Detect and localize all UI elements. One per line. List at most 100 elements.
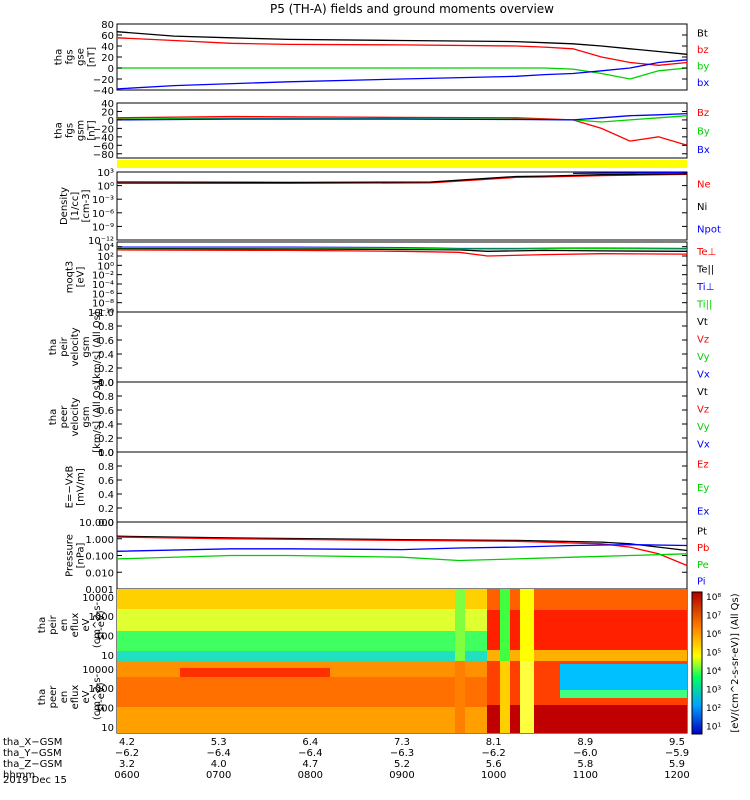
y-tick-label: 40 bbox=[101, 42, 114, 53]
y-tick-label: 0.2 bbox=[98, 364, 114, 375]
y-axis-label: (cm^2-s- bbox=[92, 673, 103, 720]
date-label: 2019 Dec 15 bbox=[3, 775, 67, 786]
y-axis-label: Pressure bbox=[65, 534, 76, 577]
series-line-Ni bbox=[116, 173, 688, 184]
y-axis-label: tha bbox=[54, 49, 65, 65]
x-row-label: tha_Y−GSM bbox=[3, 748, 62, 759]
y-tick-label: 10⁻⁴ bbox=[92, 280, 114, 291]
y-tick-label: 10⁻³ bbox=[92, 195, 114, 206]
legend-entry: Te⊥ bbox=[696, 247, 716, 258]
colorbar-tick-label: 10⁷ bbox=[706, 612, 721, 622]
y-tick-label: 20 bbox=[101, 107, 114, 118]
y-tick-label: 10⁻⁹ bbox=[92, 222, 114, 233]
y-tick-label: −60 bbox=[93, 141, 114, 152]
y-tick-label: 0.8 bbox=[98, 392, 114, 403]
legend-entry: Bx bbox=[697, 145, 710, 156]
series-line-Ne bbox=[117, 173, 688, 184]
y-tick-label: 10.000 bbox=[79, 518, 114, 529]
y-axis-label: [nT] bbox=[87, 120, 98, 140]
y-tick-label: 0.100 bbox=[85, 552, 114, 563]
y-tick-label: −40 bbox=[93, 86, 114, 97]
legend-entry: Pt bbox=[697, 526, 707, 537]
y-axis-label: velocity bbox=[70, 397, 81, 436]
x-row-value: 1100 bbox=[573, 770, 598, 781]
colorbar-label: [eV/(cm^2-s-sr-eV)] (All Qs) bbox=[730, 593, 741, 732]
y-axis-label: eV bbox=[81, 618, 92, 631]
y-tick-label: 0 bbox=[108, 116, 114, 127]
y-tick-label: 10⁻⁶ bbox=[92, 209, 114, 220]
y-axis-label: tha bbox=[37, 689, 48, 705]
y-tick-label: 0 bbox=[108, 64, 114, 75]
peer-spectrogram bbox=[117, 661, 687, 733]
legend-entry: Vz bbox=[697, 334, 709, 345]
legend-entry: Ey bbox=[697, 483, 709, 494]
colorbar-tick-label: 10⁶ bbox=[706, 630, 721, 640]
y-axis-label: fgs bbox=[65, 123, 76, 138]
x-row-value: 8.9 bbox=[577, 737, 593, 748]
legend-entry: Ne bbox=[697, 179, 711, 190]
panel-density: 10³ 10⁰ 10⁻³ 10⁻⁶ 10⁻⁹ 10⁻¹² Density [1/cc] [cm-… bbox=[59, 168, 721, 247]
y-tick-label: 0.6 bbox=[98, 476, 114, 487]
y-axis-label: tha bbox=[37, 617, 48, 633]
y-axis-label: velocity bbox=[70, 327, 81, 366]
colorbar-tick-label: 10¹ bbox=[706, 723, 721, 733]
panel-frame bbox=[116, 171, 688, 241]
y-axis-label: gsm bbox=[76, 120, 87, 141]
x-row-label: tha_Z−GSM bbox=[3, 759, 62, 770]
y-axis-label: [nPa] bbox=[76, 542, 87, 568]
y-tick-label: 0.2 bbox=[98, 504, 114, 515]
x-row-value: 8.1 bbox=[486, 737, 502, 748]
y-axis-label: peer bbox=[48, 685, 59, 709]
x-row-value: 0600 bbox=[114, 770, 139, 781]
y-tick-label: 1000 bbox=[89, 612, 114, 623]
y-axis-label: (cm^2-s- bbox=[92, 601, 103, 648]
legend-entry: Pi bbox=[697, 577, 706, 588]
y-tick-label: 10⁻⁸ bbox=[92, 299, 114, 310]
y-axis-label: tha bbox=[48, 339, 59, 355]
panel-frame bbox=[116, 451, 688, 523]
y-tick-label: 0.8 bbox=[98, 322, 114, 333]
y-tick-label: 0.6 bbox=[98, 336, 114, 347]
x-row-value: −6.3 bbox=[390, 748, 414, 759]
y-axis-label: eV bbox=[81, 690, 92, 703]
legend-entry: Ez bbox=[697, 460, 709, 471]
y-tick-label: 10⁻⁶ bbox=[92, 289, 114, 300]
series-line-Npot bbox=[572, 171, 688, 175]
x-row-value: −6.0 bbox=[573, 748, 597, 759]
series-line-by bbox=[117, 67, 688, 80]
y-tick-label: 1000 bbox=[89, 684, 114, 695]
x-row-value: −6.4 bbox=[298, 748, 322, 759]
y-tick-label: 100 bbox=[95, 632, 114, 643]
y-tick-label: 1.000 bbox=[85, 535, 114, 546]
x-row-value: −5.9 bbox=[665, 748, 689, 759]
y-tick-label: 10⁰ bbox=[97, 182, 114, 193]
legend-entry: Vy bbox=[697, 352, 710, 363]
y-tick-label: 40 bbox=[101, 99, 114, 110]
y-axis-label: E=−VxB bbox=[65, 466, 76, 509]
y-tick-label: 10⁻¹² bbox=[88, 236, 114, 247]
y-tick-label: 1.0 bbox=[98, 378, 114, 389]
y-tick-label: 10 bbox=[101, 723, 114, 734]
x-row-value: 7.3 bbox=[394, 737, 410, 748]
legend-entry: Vz bbox=[697, 404, 709, 415]
x-row-value: −6.4 bbox=[207, 748, 231, 759]
x-row-value: 0800 bbox=[298, 770, 323, 781]
y-axis-label: eflux bbox=[70, 613, 81, 638]
y-tick-label: 1.0 bbox=[98, 308, 114, 319]
colorbar-tick-label: 10⁸ bbox=[706, 593, 721, 603]
panel-efield: 1.0 0.8 0.6 0.4 0.2 0.0 E=−VxB [mV/m] Ez Ey Ex bbox=[65, 448, 710, 529]
x-row-label: tha_X−GSM bbox=[3, 737, 62, 748]
y-tick-label: 0.0 bbox=[98, 448, 114, 459]
y-axis-label: sr-eV) bbox=[96, 610, 107, 639]
panel-pressure: 10.000 1.000 0.100 0.010 0.001 Pressure [nPa] P… bbox=[65, 518, 710, 596]
spacecraft-state-bar bbox=[117, 160, 687, 168]
y-axis-label: gsm bbox=[81, 406, 92, 427]
y-tick-label: 0.0 bbox=[98, 518, 114, 529]
y-tick-label: −80 bbox=[93, 150, 114, 161]
y-tick-label: 10000 bbox=[82, 665, 114, 676]
series-line-Pb bbox=[116, 536, 688, 567]
legend-entry: by bbox=[697, 61, 709, 72]
y-axis-label: en bbox=[59, 619, 70, 632]
series-line-Pt bbox=[116, 535, 688, 552]
